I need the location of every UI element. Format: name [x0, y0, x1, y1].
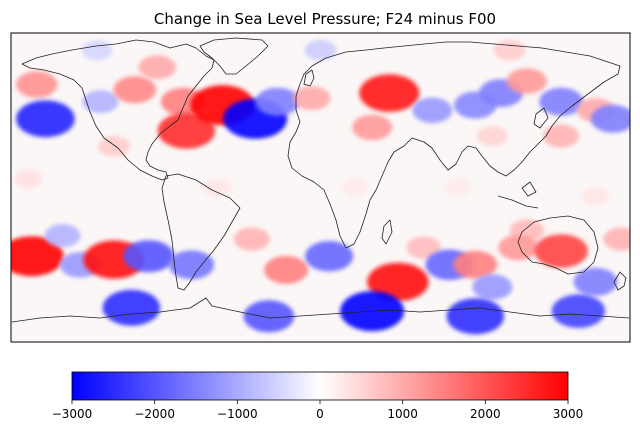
pressure-anomaly-14 — [412, 97, 453, 124]
pressure-anomaly-26 — [444, 178, 472, 197]
pressure-anomaly-2 — [82, 90, 119, 114]
coastline-indonesia — [497, 181, 539, 209]
pressure-anomaly-25 — [341, 178, 369, 197]
pressure-anomaly-45 — [573, 267, 618, 296]
coastline-japan — [533, 107, 549, 129]
pressure-anomaly-4 — [98, 135, 131, 157]
colorbar-tick-label-5: 2000 — [470, 407, 501, 421]
pressure-anomaly-52 — [304, 39, 337, 61]
pressure-anomaly-51 — [551, 294, 606, 328]
pressure-anomaly-7 — [157, 112, 216, 149]
pressure-anomaly-35 — [123, 240, 174, 273]
pressure-anomaly-43 — [453, 250, 498, 279]
pressure-anomaly-12 — [359, 74, 420, 112]
pressure-anomaly-1 — [16, 100, 75, 138]
pressure-anomaly-20 — [590, 104, 630, 133]
pressure-anomaly-46 — [603, 227, 630, 251]
coastline-north-america — [21, 39, 215, 181]
coastline-britain — [303, 69, 315, 87]
pressure-anomaly-24 — [203, 178, 232, 197]
pressure-anomaly-11 — [293, 86, 331, 111]
pressure-anomaly-23 — [13, 169, 43, 189]
colorbar-tick-label-3: 0 — [316, 407, 324, 421]
colorbar-gradient — [71, 371, 569, 401]
map-title: Change in Sea Level Pressure; F24 minus … — [154, 10, 496, 28]
pressure-anomaly-13 — [352, 114, 393, 141]
pressure-anomaly-32 — [44, 224, 81, 248]
colorbar-tick-label-0: −3000 — [52, 407, 93, 421]
pressure-anomaly-17 — [506, 68, 547, 94]
pressure-anomaly-0 — [16, 71, 58, 98]
colorbar: −3000 −2000 −1000 0 1000 2000 3000 — [52, 371, 584, 421]
coastline-antarctica — [11, 297, 630, 323]
pressure-anomaly-40 — [367, 262, 429, 302]
pressure-anomaly-39 — [305, 241, 354, 272]
pressure-anomaly-54 — [81, 40, 113, 61]
coastline-australia — [517, 215, 599, 275]
pressure-anomaly-10 — [255, 87, 300, 116]
colorbar-tick-label-2: −1000 — [217, 407, 258, 421]
pressure-anomaly-50 — [446, 298, 504, 335]
pressure-anomaly-30 — [534, 234, 588, 268]
coastlines — [11, 37, 630, 323]
pressure-anomaly-37 — [233, 227, 270, 251]
pressure-anomaly-29 — [498, 234, 539, 261]
pressure-anomaly-38 — [264, 255, 309, 284]
pressure-anomaly-18 — [539, 87, 584, 116]
pressure-anomaly-31 — [11, 236, 64, 277]
colorbar-tick-label-6: 3000 — [553, 407, 584, 421]
pressure-anomaly-53 — [493, 39, 526, 61]
pressure-anomaly-44 — [472, 274, 513, 300]
colorbar-ticks: −3000 −2000 −1000 0 1000 2000 3000 — [52, 400, 584, 421]
pressure-anomaly-36 — [168, 250, 215, 280]
colorbar-tick-label-4: 1000 — [387, 407, 418, 421]
coastline-madagascar — [381, 219, 393, 245]
pressure-anomaly-48 — [243, 300, 295, 333]
coastline-eurasia-africa — [287, 41, 621, 249]
map-panel — [10, 32, 631, 343]
pressure-anomaly-41 — [406, 236, 442, 259]
pressure-anomaly-21 — [477, 126, 508, 146]
pressure-anomaly-47 — [102, 289, 161, 326]
pressure-anomaly-5 — [138, 55, 176, 80]
map-frame — [10, 32, 631, 343]
pressure-anomaly-field — [11, 39, 630, 335]
pressure-anomaly-22 — [543, 124, 580, 148]
coastline-south-america — [161, 173, 241, 291]
coastline-new-zealand — [613, 271, 627, 291]
pressure-anomaly-3 — [113, 76, 157, 104]
coastline-greenland — [199, 37, 269, 75]
colorbar-tick-label-1: −2000 — [134, 407, 175, 421]
pressure-anomaly-27 — [581, 186, 610, 206]
